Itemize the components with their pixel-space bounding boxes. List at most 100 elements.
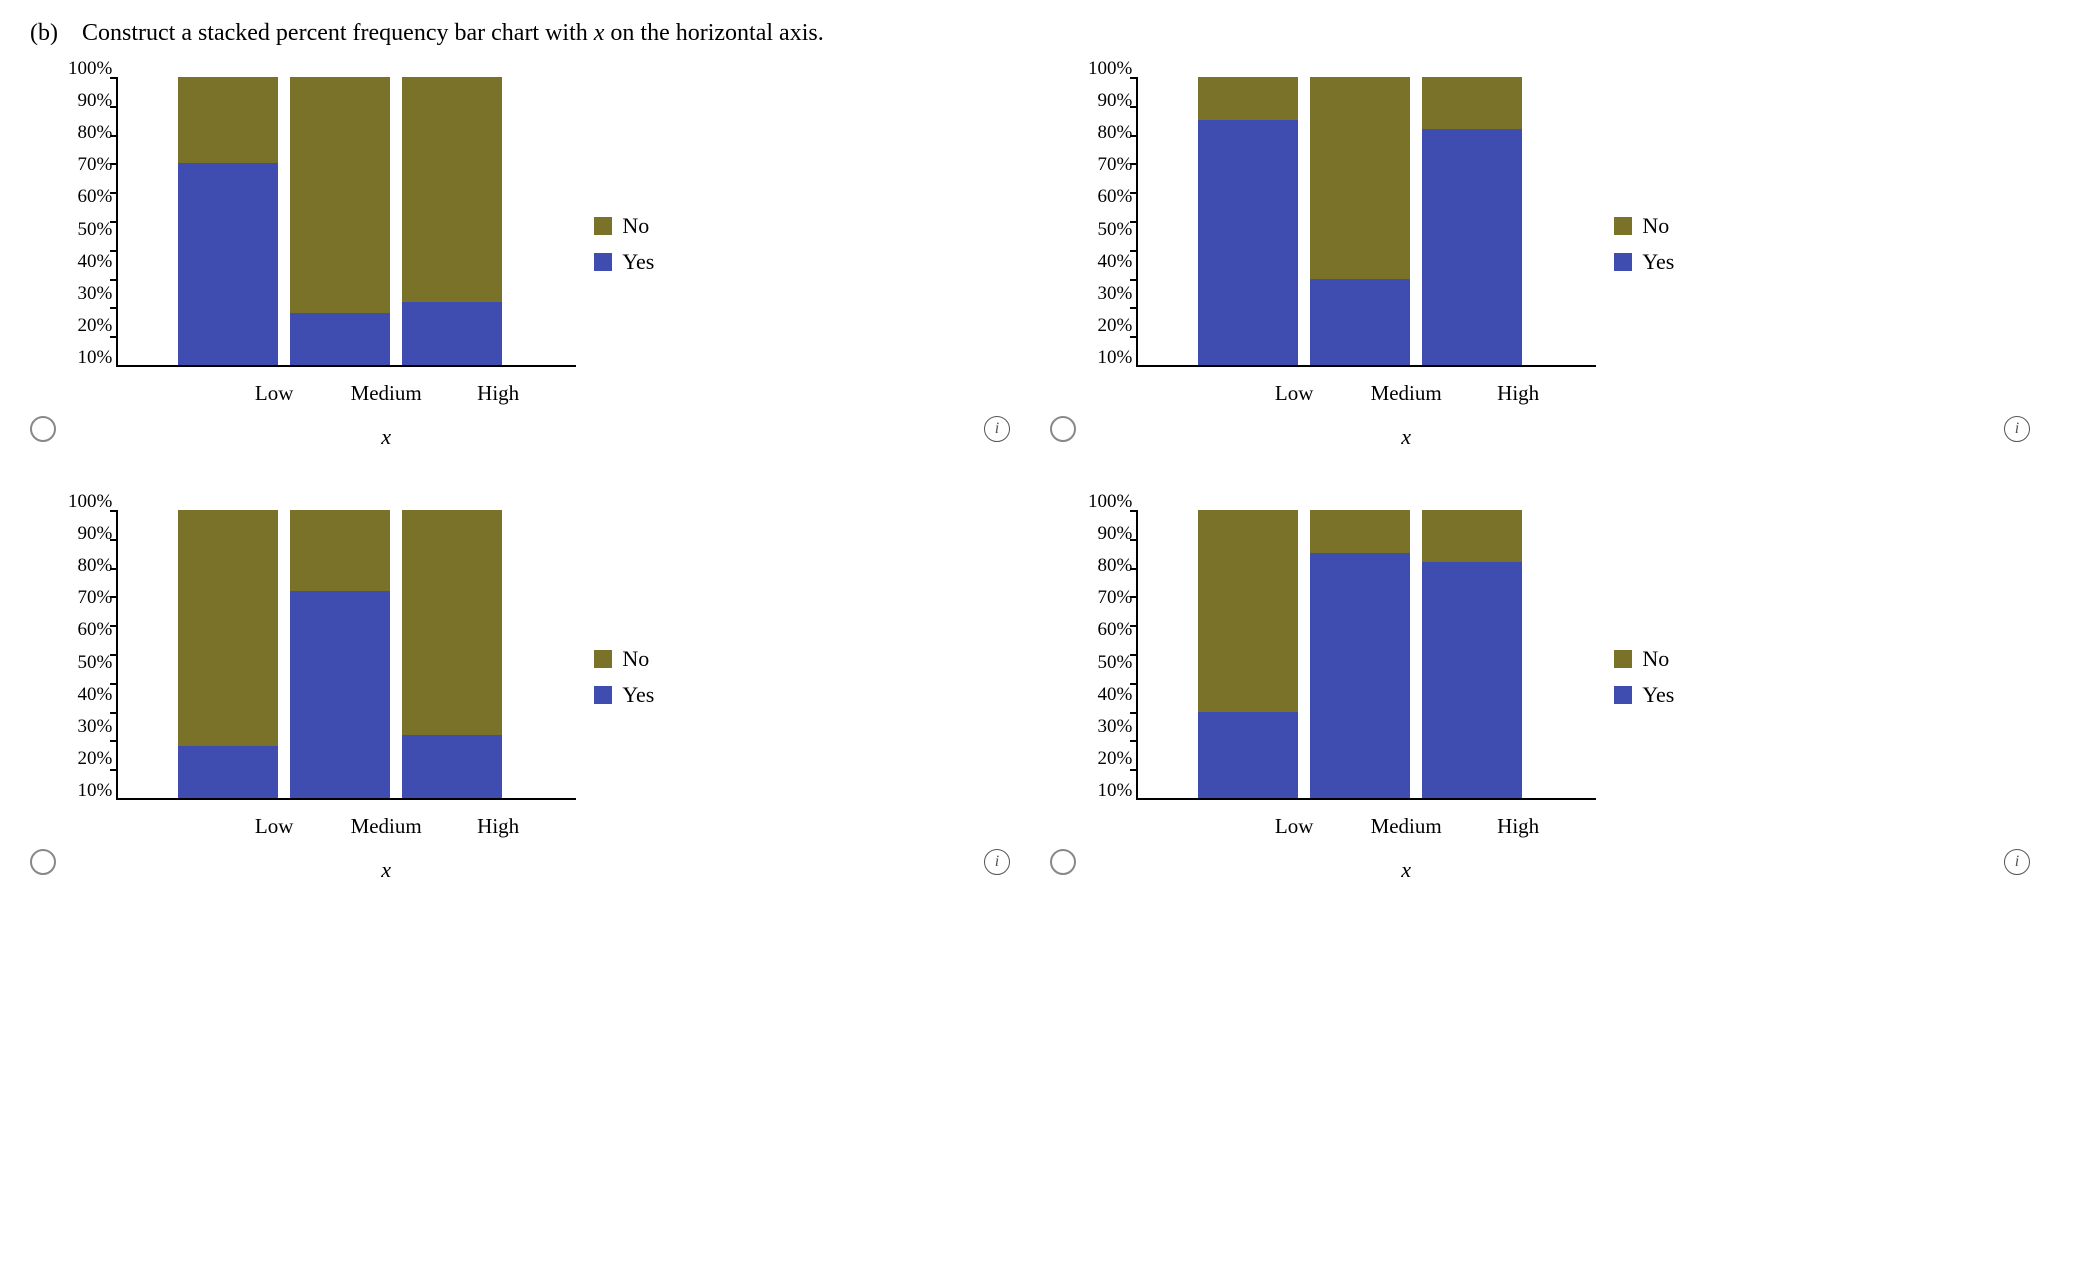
legend-swatch-yes [1614, 253, 1632, 271]
segment-no [1422, 510, 1522, 562]
bar-medium [290, 77, 390, 365]
option-a: 100% 90% 80% 70% 60% 50% 40% 30% 20% 10% [30, 77, 1010, 450]
radio-option-b[interactable] [1050, 416, 1076, 442]
legend: No Yes [1614, 213, 1674, 275]
plot-area [116, 510, 576, 800]
bar-low [178, 510, 278, 798]
segment-yes [1422, 129, 1522, 365]
bar-high [402, 77, 502, 365]
legend-item-no: No [594, 213, 654, 239]
bars [118, 510, 576, 798]
legend-swatch-no [594, 650, 612, 668]
bar-high [402, 510, 502, 798]
radio-option-a[interactable] [30, 416, 56, 442]
segment-yes [178, 746, 278, 798]
legend-item-no: No [1614, 646, 1674, 672]
radio-option-d[interactable] [1050, 849, 1076, 875]
segment-no [1198, 77, 1298, 120]
chart-d: 100% 90% 80% 70% 60% 50% 40% 30% 20% 10% [1088, 510, 1984, 883]
legend-item-no: No [1614, 213, 1674, 239]
y-ticks [1130, 510, 1138, 798]
bar-medium [1310, 77, 1410, 365]
segment-no [402, 77, 502, 302]
question-text-pre: Construct a stacked percent frequency ba… [82, 20, 594, 46]
y-axis-labels: 100% 90% 80% 70% 60% 50% 40% 30% 20% 10% [68, 501, 116, 791]
question-part-label: (b) [30, 20, 58, 47]
segment-yes [290, 313, 390, 365]
legend-item-yes: Yes [1614, 682, 1674, 708]
x-axis-labels: Low Medium High [164, 381, 548, 406]
x-axis-labels: Low Medium High [164, 814, 548, 839]
segment-no [290, 510, 390, 591]
x-axis-title: x [1214, 857, 1538, 883]
segment-no [178, 510, 278, 746]
legend-item-yes: Yes [594, 682, 654, 708]
bar-high [1422, 510, 1522, 798]
option-c: 100% 90% 80% 70% 60% 50% 40% 30% 20% 10% [30, 510, 1010, 883]
bar-low [1198, 510, 1298, 798]
y-ticks [1130, 77, 1138, 365]
plot-area [1136, 77, 1596, 367]
legend: No Yes [1614, 646, 1674, 708]
info-icon[interactable]: i [984, 416, 1010, 442]
chart-c: 100% 90% 80% 70% 60% 50% 40% 30% 20% 10% [68, 510, 964, 883]
x-axis-title: x [194, 857, 518, 883]
legend-swatch-yes [1614, 686, 1632, 704]
chart-a: 100% 90% 80% 70% 60% 50% 40% 30% 20% 10% [68, 77, 964, 450]
legend-item-yes: Yes [1614, 249, 1674, 275]
y-ticks [110, 77, 118, 365]
y-axis-labels: 100% 90% 80% 70% 60% 50% 40% 30% 20% 10% [1088, 68, 1136, 358]
info-icon[interactable]: i [2004, 849, 2030, 875]
bar-low [1198, 77, 1298, 365]
segment-yes [290, 591, 390, 798]
option-d: 100% 90% 80% 70% 60% 50% 40% 30% 20% 10% [1050, 510, 2030, 883]
segment-yes [402, 302, 502, 365]
segment-yes [1310, 553, 1410, 798]
x-axis-title: x [1214, 424, 1538, 450]
y-axis-labels: 100% 90% 80% 70% 60% 50% 40% 30% 20% 10% [68, 68, 116, 358]
segment-no [178, 77, 278, 163]
question-header: (b) Construct a stacked percent frequenc… [30, 20, 2056, 47]
bars [1138, 510, 1596, 798]
bars [1138, 77, 1596, 365]
chart-b: 100% 90% 80% 70% 60% 50% 40% 30% 20% 10% [1088, 77, 1984, 450]
legend-swatch-no [1614, 217, 1632, 235]
bar-high [1422, 77, 1522, 365]
radio-option-c[interactable] [30, 849, 56, 875]
bar-medium [1310, 510, 1410, 798]
segment-no [1198, 510, 1298, 712]
plot-area [116, 77, 576, 367]
info-icon[interactable]: i [2004, 416, 2030, 442]
x-axis-labels: Low Medium High [1184, 814, 1568, 839]
question-text-post: on the horizontal axis. [604, 20, 823, 46]
option-b: 100% 90% 80% 70% 60% 50% 40% 30% 20% 10% [1050, 77, 2030, 450]
segment-yes [1422, 562, 1522, 798]
plot-area [1136, 510, 1596, 800]
segment-no [290, 77, 390, 313]
legend: No Yes [594, 646, 654, 708]
legend: No Yes [594, 213, 654, 275]
segment-no [1310, 77, 1410, 279]
x-axis-labels: Low Medium High [1184, 381, 1568, 406]
segment-yes [402, 735, 502, 798]
segment-yes [178, 163, 278, 365]
segment-yes [1310, 279, 1410, 365]
question-var: x [594, 20, 605, 46]
bar-medium [290, 510, 390, 798]
bar-low [178, 77, 278, 365]
bars [118, 77, 576, 365]
segment-yes [1198, 120, 1298, 365]
segment-no [402, 510, 502, 735]
segment-no [1422, 77, 1522, 129]
y-axis-labels: 100% 90% 80% 70% 60% 50% 40% 30% 20% 10% [1088, 501, 1136, 791]
segment-no [1310, 510, 1410, 553]
legend-swatch-yes [594, 686, 612, 704]
legend-swatch-no [1614, 650, 1632, 668]
y-ticks [110, 510, 118, 798]
legend-item-no: No [594, 646, 654, 672]
legend-swatch-yes [594, 253, 612, 271]
legend-swatch-no [594, 217, 612, 235]
info-icon[interactable]: i [984, 849, 1010, 875]
chart-options-grid: 100% 90% 80% 70% 60% 50% 40% 30% 20% 10% [30, 77, 2030, 883]
legend-item-yes: Yes [594, 249, 654, 275]
